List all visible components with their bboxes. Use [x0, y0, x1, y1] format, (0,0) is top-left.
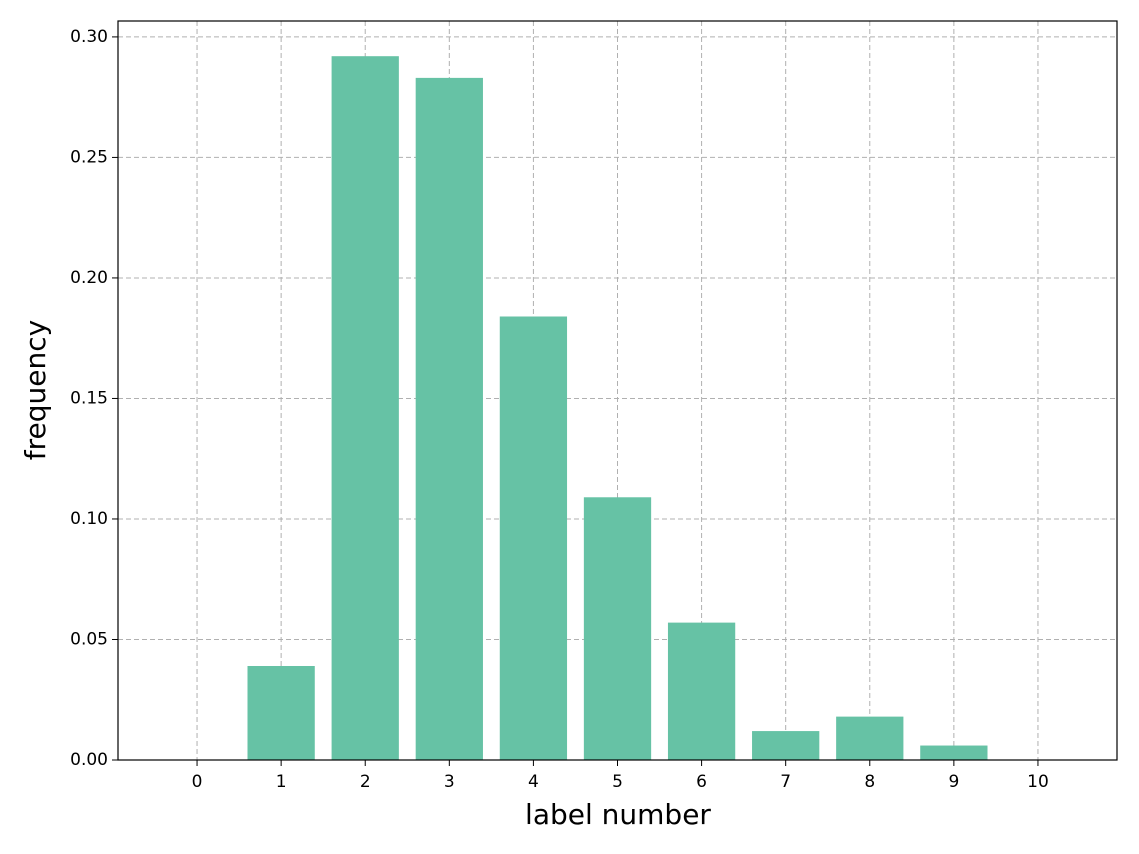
x-tick-label: 4 — [528, 772, 539, 792]
bar — [752, 731, 820, 760]
x-tick-label: 5 — [612, 772, 623, 792]
x-tick-label: 7 — [780, 772, 791, 792]
bar — [499, 316, 568, 760]
x-tick-label: 2 — [360, 772, 371, 792]
y-axis-title: frequency — [19, 320, 52, 460]
x-tick-label: 9 — [948, 772, 959, 792]
axes-frame — [117, 20, 1118, 761]
y-tick-label: 0.20 — [70, 268, 108, 288]
x-tick-label: 0 — [192, 772, 203, 792]
y-tick-label: 0.00 — [70, 750, 108, 770]
y-tick-label: 0.15 — [70, 388, 108, 408]
bar — [836, 716, 904, 760]
bar — [920, 745, 988, 760]
x-tick-label: 1 — [276, 772, 287, 792]
x-axis-title: label number — [525, 798, 711, 831]
x-tick-label: 3 — [444, 772, 455, 792]
y-tick-label: 0.25 — [70, 147, 108, 167]
bar — [415, 77, 483, 760]
bar — [331, 56, 399, 760]
x-tick-label: 8 — [864, 772, 875, 792]
bar — [247, 665, 315, 760]
bar — [667, 622, 736, 760]
x-tick-label: 6 — [696, 772, 707, 792]
bar — [583, 497, 652, 760]
x-tick-label: 10 — [1027, 772, 1049, 792]
y-tick-label: 0.10 — [70, 509, 108, 529]
y-tick-label: 0.30 — [70, 27, 108, 47]
plot-area: 0.00 0.05 0.10 0.15 0.20 0.25 0.30 0 1 2 3 4 5 6 7 8 9 10 — [70, 21, 1117, 792]
y-tick-label: 0.05 — [70, 629, 108, 649]
